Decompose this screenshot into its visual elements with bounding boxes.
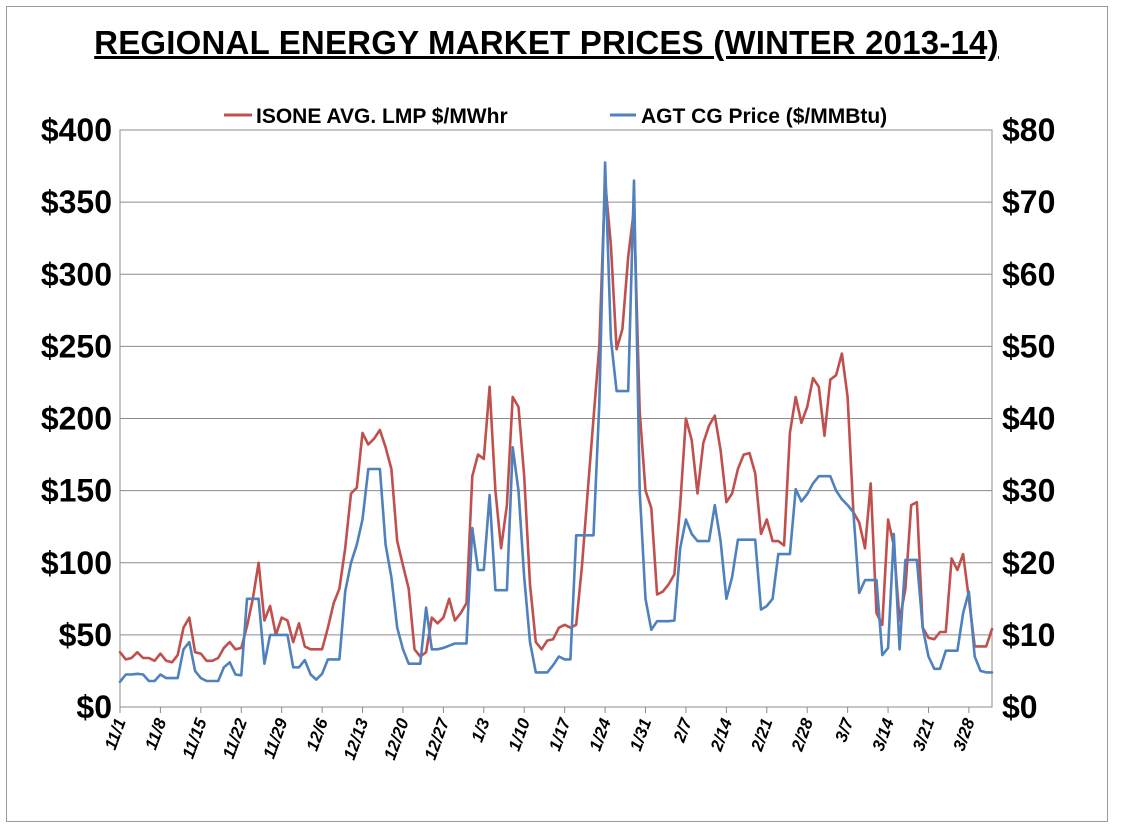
y-tick-label-left: $300 bbox=[41, 256, 112, 292]
y-tick-label-right: $10 bbox=[1002, 617, 1055, 653]
y-tick-label-right: $30 bbox=[1002, 473, 1055, 509]
x-tick-label: 12/6 bbox=[303, 715, 332, 753]
x-tick-label: 3/21 bbox=[909, 716, 938, 754]
y-tick-label-left: $350 bbox=[41, 184, 112, 220]
legend-label-lmp: ISONE AVG. LMP $/MWhr bbox=[256, 105, 508, 128]
y-tick-label-left: $150 bbox=[41, 473, 112, 509]
y-tick-label-right: $60 bbox=[1002, 256, 1055, 292]
y-tick-label-left: $50 bbox=[59, 617, 112, 653]
x-tick-label: 2/21 bbox=[747, 716, 777, 755]
legend-label-agt: AGT CG Price ($/MMBtu) bbox=[641, 105, 887, 128]
x-tick-label: 1/10 bbox=[505, 715, 534, 753]
x-tick-label: 2/14 bbox=[707, 715, 737, 754]
x-tick-label: 12/20 bbox=[380, 715, 413, 762]
x-tick-label: 3/7 bbox=[831, 714, 857, 744]
series-line-lmp bbox=[118, 179, 994, 664]
x-tick-label: 2/28 bbox=[787, 715, 817, 754]
x-tick-label: 11/15 bbox=[179, 715, 211, 761]
x-tick-label: 1/31 bbox=[626, 716, 655, 754]
x-tick-label: 12/27 bbox=[421, 714, 454, 762]
y-tick-label-right: $50 bbox=[1002, 328, 1055, 364]
x-tick-label: 3/14 bbox=[869, 715, 898, 753]
x-tick-label: 3/28 bbox=[949, 715, 978, 753]
y-tick-label-right: $0 bbox=[1002, 689, 1038, 725]
y-tick-label-left: $100 bbox=[41, 545, 112, 581]
y-tick-label-right: $20 bbox=[1002, 545, 1055, 581]
x-tick-label: 1/3 bbox=[468, 715, 494, 744]
x-tick-label: 11/8 bbox=[141, 715, 170, 752]
series-group bbox=[118, 161, 994, 684]
plot-area bbox=[119, 129, 993, 708]
y-tick-label-right: $80 bbox=[1002, 112, 1055, 148]
y-axis-right: $0 $10 $20 $30 $40 $50 $60 $70 $80 bbox=[1002, 112, 1055, 725]
x-tick-label: 1/24 bbox=[586, 715, 615, 753]
x-tick-label: 11/29 bbox=[259, 715, 291, 761]
x-tick-label: 2/7 bbox=[669, 714, 696, 745]
y-tick-label-right: $40 bbox=[1002, 401, 1055, 437]
x-tick-label: 11/22 bbox=[219, 715, 251, 761]
chart-frame bbox=[6, 6, 1108, 822]
y-tick-label-left: $200 bbox=[41, 401, 112, 437]
x-axis: 11/1 11/8 11/15 11/22 11/29 12/6 12/13 12/20 12/… bbox=[101, 707, 979, 762]
x-tick-label: 1/17 bbox=[545, 714, 575, 753]
y-tick-label-left: $250 bbox=[41, 328, 112, 364]
y-axis-left: $0 $50 $100 $150 $200 $250 $300 $350 $400 bbox=[41, 112, 112, 725]
y-tick-label-left: $400 bbox=[41, 112, 112, 148]
y-tick-label-left: $0 bbox=[76, 689, 112, 725]
gridlines bbox=[120, 201, 992, 636]
chart-title: REGIONAL ENERGY MARKET PRICES (WINTER 20… bbox=[94, 24, 999, 61]
y-tick-label-right: $70 bbox=[1002, 184, 1055, 220]
legend: ISONE AVG. LMP $/MWhr AGT CG Price ($/MM… bbox=[224, 105, 887, 128]
series-line-agt bbox=[118, 161, 994, 684]
x-tick-label: 12/13 bbox=[340, 715, 373, 762]
